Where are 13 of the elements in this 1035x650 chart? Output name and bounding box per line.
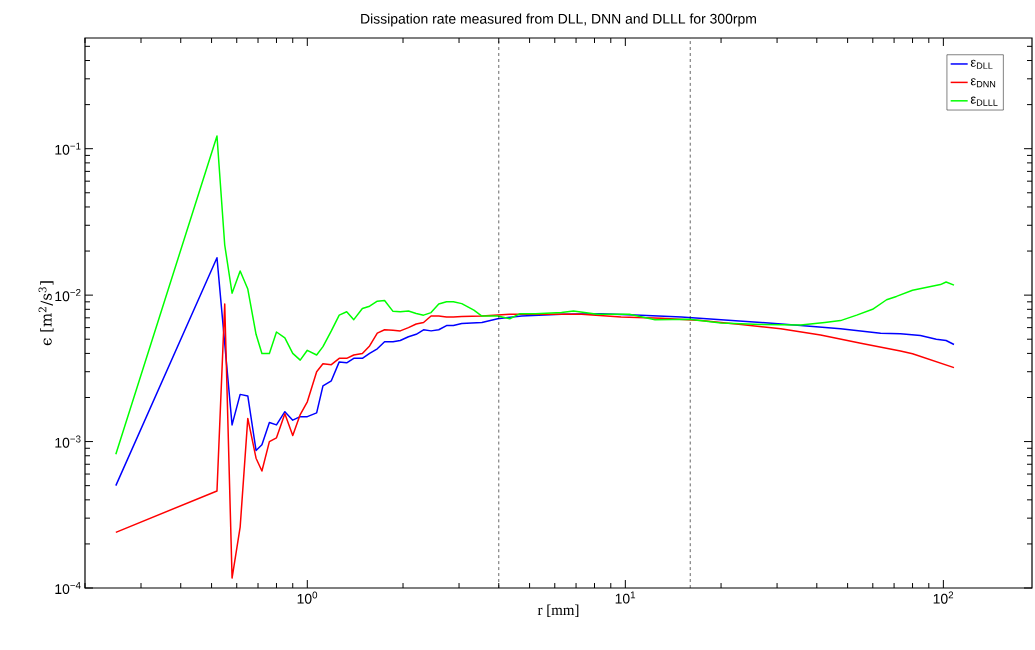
y-tick-label: 10$^{−4}$ [55, 581, 81, 595]
legend-label: ε$_{DNN}$ [970, 78, 996, 88]
x-axis-title: r [mm] [537, 604, 579, 617]
legend-label: ε$_{DLL}$ [970, 59, 993, 69]
y-tick-label: 10$^{−2}$ [55, 289, 81, 302]
chart-title: Dissipation rate measured from DLL, DNN and DLLL for 300rpm [361, 13, 756, 27]
y-tick-label: 10$^{−3}$ [55, 435, 81, 448]
legend-label: ε$_{DLLL}$ [970, 96, 998, 106]
x-tick-label: 10$^{0}$ [297, 591, 318, 604]
y-axis-title: ϵ [m$^{2}$/s$^{3}$] [38, 281, 54, 346]
x-tick-label: 10$^{1}$ [615, 591, 636, 604]
y-tick-label: 10$^{−1}$ [55, 142, 81, 155]
x-tick-label: 10$^{2}$ [933, 591, 954, 604]
